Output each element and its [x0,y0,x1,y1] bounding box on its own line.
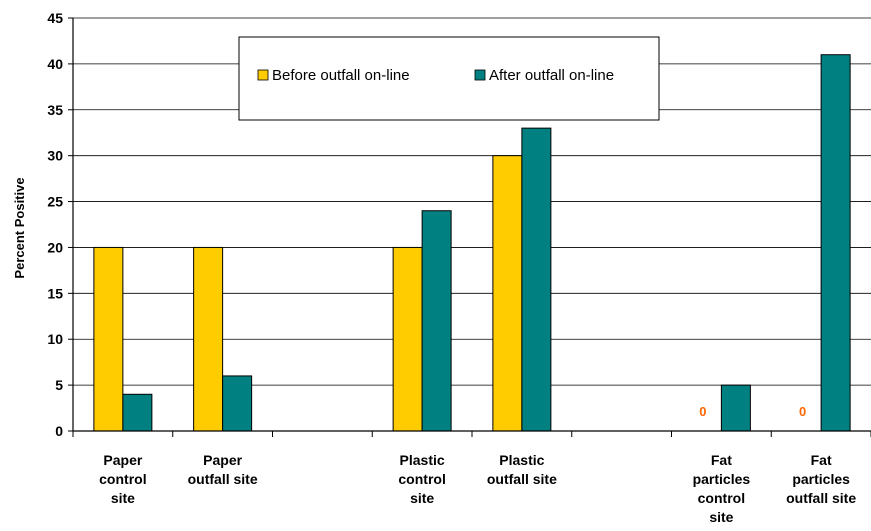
x-category-label: Paper control site [99,452,146,506]
y-tick-label: 25 [47,194,63,210]
y-tick-label: 0 [55,423,63,439]
y-tick-label: 20 [47,239,63,255]
bar-after [720,384,751,432]
y-tick-label: 40 [47,56,63,72]
bar-after [820,54,851,432]
bar-after [521,127,552,432]
axes [68,17,871,437]
y-tick-label: 30 [47,148,63,164]
x-category-label: Fat particles outfall site [786,452,856,506]
zero-value-label: 0 [699,404,706,419]
legend-box [238,36,660,121]
legend-swatch-before [257,69,269,81]
legend-label-after: After outfall on-line [489,67,614,84]
bar-after [421,210,452,432]
bars [93,54,851,432]
y-axis-title: Percent Positive [12,177,27,278]
y-tick-label: 5 [55,377,63,393]
x-category-label: Fat particles control site [693,452,751,525]
bar-after [122,393,153,432]
legend-swatch-after [474,69,486,81]
y-tick-label: 10 [47,331,63,347]
y-tick-label: 45 [47,10,63,26]
x-category-label: Paper outfall site [188,452,258,487]
legend: Before outfall on-line After outfall on-… [238,36,660,121]
legend-label-before: Before outfall on-line [272,67,410,84]
x-category-label: Plastic control site [398,452,445,506]
x-category-label: Plastic outfall site [487,452,557,487]
y-tick-label: 15 [47,285,63,301]
y-tick-label: 35 [47,102,63,118]
bar-before [492,155,523,432]
bar-before [93,246,124,432]
bar-after [222,375,253,432]
bar-before [193,246,224,432]
zero-value-label: 0 [799,404,806,419]
bar-before [392,246,423,432]
labels: 0 5 10 15 20 25 30 35 40 45 0 0 Paper control site Pape… [47,10,856,525]
